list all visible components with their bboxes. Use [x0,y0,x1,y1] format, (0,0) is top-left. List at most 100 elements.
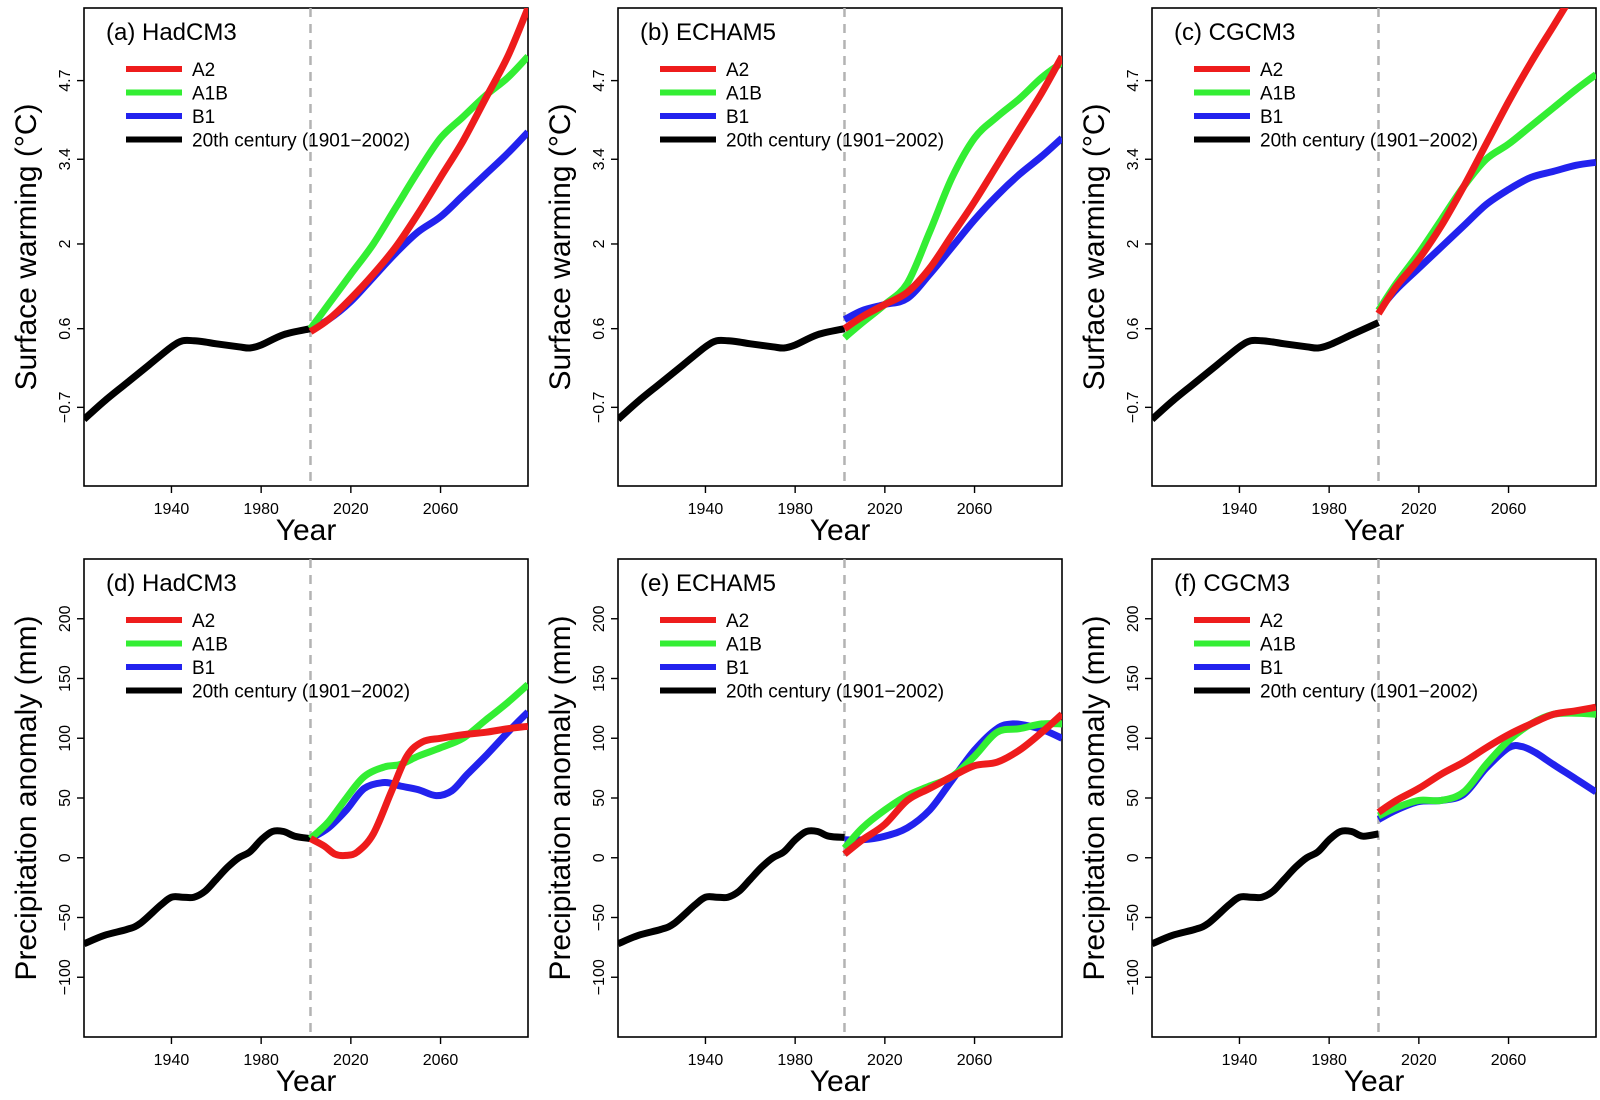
y-tick-label: −50 [57,904,74,931]
panel-title: (e) ECHAM5 [640,570,776,597]
x-tick-label: 1980 [1311,1052,1347,1069]
x-tick-label: 1940 [688,501,724,518]
legend-label: A1B [192,84,228,105]
x-axis-title: Year [276,1065,337,1098]
legend-label: 20th century (1901−2002) [192,682,410,703]
series-line-20th [1152,319,1380,423]
series-line-a2 [308,722,528,860]
y-tick-label: 0.6 [57,317,74,339]
y-tick-label: 50 [1125,789,1142,807]
legend-label: B1 [1260,658,1283,679]
x-tick-label: 1940 [154,501,190,518]
y-tick-label: 3.4 [57,148,74,170]
series-line-b1 [308,129,528,332]
x-tick-label: 1940 [154,1052,190,1069]
x-axis-title: Year [276,514,337,547]
chart-panel-5: 1940 1980 2020 2060 −100 −50 0 50 100 150 200 Year P… [1078,558,1597,1098]
series-line-20th [84,827,312,948]
series-line-b1 [1375,158,1596,313]
y-tick-label: −0.7 [591,391,608,423]
y-tick-label: −100 [1125,959,1142,995]
panel-title: (b) ECHAM5 [640,19,776,46]
plot-frame [83,558,529,1038]
legend-label: A1B [1260,84,1296,105]
x-tick-label: 1980 [777,501,813,518]
y-tick-label: 150 [591,665,608,692]
x-tick-label: 1980 [243,501,279,518]
chart-panel-1: 1940 1980 2020 2060 −0.7 0.6 2 3.4 4.7 Year Surfac… [544,7,1063,547]
series-line-a1b [1376,709,1596,820]
y-tick-label: 0.6 [591,317,608,339]
y-tick-label: −100 [57,959,74,995]
x-tick-label: 2060 [957,1052,993,1069]
y-tick-label: 100 [591,725,608,752]
series-line-a2 [308,8,528,335]
y-axis-title: Precipitation anomaly (mm) [10,615,43,980]
panel-title: (a) HadCM3 [106,19,237,46]
x-tick-label: 1980 [1311,501,1347,518]
y-tick-label: 200 [591,605,608,632]
y-tick-label: −0.7 [57,391,74,423]
x-tick-label: 2060 [423,501,459,518]
y-tick-label: 3.4 [591,148,608,170]
legend-label: A1B [1260,635,1296,656]
x-tick-label: 2020 [867,501,903,518]
chart-panel-4: 1940 1980 2020 2060 −100 −50 0 50 100 150 200 Year P… [544,558,1063,1098]
y-tick-label: 200 [1125,605,1142,632]
series-group [618,54,1062,423]
x-tick-label: 2020 [333,501,369,518]
legend-label: A2 [1260,60,1283,81]
y-tick-label: −0.7 [1125,391,1142,423]
plot-frame [83,7,529,487]
y-tick-label: 2 [591,239,608,248]
y-tick-label: 0 [1125,853,1142,862]
series-line-a1b [307,53,528,331]
y-tick-label: 4.7 [1125,69,1142,91]
plot-frame [617,558,1063,1038]
x-tick-label: 1980 [243,1052,279,1069]
legend-label: A2 [726,611,749,632]
y-axis-title: Surface warming (°C) [544,103,577,390]
x-tick-label: 2020 [1401,1052,1437,1069]
x-tick-label: 2060 [423,1052,459,1069]
series-line-a2 [1375,8,1569,316]
y-tick-label: −50 [1125,904,1142,931]
legend-label: A1B [726,635,762,656]
y-tick-label: 2 [1125,239,1142,248]
series-group [84,681,528,948]
panel-title: (c) CGCM3 [1174,19,1295,46]
y-tick-label: 2 [57,239,74,248]
legend-label: 20th century (1901−2002) [726,131,944,152]
plot-frame [1151,558,1597,1038]
legend-label: B1 [726,107,749,128]
x-axis-title: Year [810,1065,871,1098]
y-axis-title: Surface warming (°C) [10,103,43,390]
series-group [84,8,528,423]
legend-label: B1 [192,107,215,128]
y-tick-label: 3.4 [1125,148,1142,170]
x-tick-label: 2020 [867,1052,903,1069]
series-line-a1b [842,59,1062,341]
series-line-a1b [308,681,528,842]
series-line-a2 [842,54,1062,332]
chart-panel-2: 1940 1980 2020 2060 −0.7 0.6 2 3.4 4.7 Year Surfac… [1078,7,1597,547]
legend-label: 20th century (1901−2002) [1260,682,1478,703]
y-tick-label: 50 [57,789,74,807]
x-tick-label: 2020 [333,1052,369,1069]
y-tick-label: 200 [57,605,74,632]
legend-label: A2 [726,60,749,81]
series-line-20th [618,827,845,948]
x-axis-title: Year [810,514,871,547]
x-tick-label: 2020 [1401,501,1437,518]
legend-label: A2 [192,611,215,632]
x-axis-title: Year [1344,1065,1405,1098]
x-axis-title: Year [1344,514,1405,547]
x-tick-label: 1940 [688,1052,724,1069]
y-tick-label: 100 [1125,725,1142,752]
y-tick-label: 100 [57,725,74,752]
y-tick-label: 4.7 [57,69,74,91]
x-tick-label: 1940 [1222,1052,1258,1069]
legend-label: 20th century (1901−2002) [192,131,410,152]
legend-label: B1 [726,658,749,679]
